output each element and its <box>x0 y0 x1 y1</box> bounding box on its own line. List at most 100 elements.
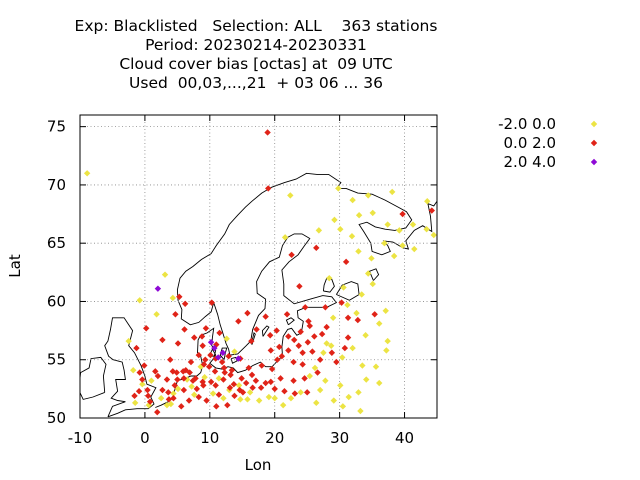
data-point-1-120 <box>202 356 209 363</box>
data-point-1-47 <box>218 358 226 366</box>
data-point-0-61 <box>130 367 137 374</box>
data-point-1-65 <box>301 375 308 382</box>
data-point-1-129 <box>198 333 206 340</box>
data-point-1-104 <box>212 382 219 389</box>
coastline-2 <box>155 172 437 408</box>
data-point-1-2 <box>428 207 436 214</box>
data-point-0-44 <box>345 393 352 401</box>
coastline-11 <box>368 268 380 281</box>
data-point-1-124 <box>135 387 143 395</box>
data-point-0-24 <box>355 248 362 255</box>
data-point-1-109 <box>299 349 306 356</box>
data-point-0-57 <box>136 297 143 304</box>
data-point-0-91 <box>231 348 238 355</box>
y-tick-label-4: 70 <box>47 176 66 194</box>
y-tick-label-5: 75 <box>47 118 66 136</box>
data-point-1-11 <box>371 311 378 318</box>
data-point-1-101 <box>170 394 177 402</box>
data-point-0-76 <box>235 382 243 389</box>
data-point-1-50 <box>245 364 252 372</box>
plot-frame <box>79 114 438 419</box>
data-point-1-105 <box>226 384 234 391</box>
legend: -2.0 0.00.0 2.02.0 4.0 <box>498 115 598 171</box>
data-point-1-41 <box>163 376 171 383</box>
data-point-1-90 <box>281 387 288 395</box>
data-point-1-136 <box>341 344 349 352</box>
data-point-0-20 <box>423 226 430 233</box>
data-point-0-54 <box>313 399 320 407</box>
data-point-1-80 <box>185 397 193 404</box>
data-point-0-40 <box>363 376 370 383</box>
data-point-1-71 <box>230 381 238 388</box>
data-point-1-111 <box>328 349 336 356</box>
data-point-1-39 <box>139 376 146 383</box>
data-point-1-4 <box>288 251 295 259</box>
data-point-1-23 <box>202 325 210 332</box>
data-point-1-16 <box>283 311 291 318</box>
data-point-0-45 <box>330 397 337 404</box>
data-point-1-96 <box>200 361 208 368</box>
data-point-0-53 <box>316 386 324 394</box>
data-point-1-52 <box>268 365 276 373</box>
data-point-0-25 <box>340 284 347 291</box>
data-point-1-125 <box>144 392 152 400</box>
data-point-0-90 <box>327 342 335 349</box>
x-tick-label-4: 30 <box>330 429 349 447</box>
y-tick-label-0: 50 <box>47 409 66 427</box>
data-point-0-27 <box>369 280 376 288</box>
data-point-1-98 <box>221 369 228 376</box>
data-point-1-130 <box>181 326 188 333</box>
data-point-2-0 <box>154 285 162 292</box>
data-point-1-103 <box>199 378 206 386</box>
x-tick-label-3: 20 <box>265 429 284 447</box>
data-point-1-35 <box>136 369 143 376</box>
data-point-2-2 <box>215 354 222 361</box>
data-point-0-15 <box>381 239 388 247</box>
coastline-0 <box>104 317 157 418</box>
data-point-1-0 <box>264 129 271 136</box>
data-point-1-131 <box>191 334 198 341</box>
series-0 <box>83 170 437 415</box>
x-tick-label-0: -10 <box>68 429 93 447</box>
data-point-1-137 <box>323 323 330 331</box>
x-axis-ticks: -10 0 10 20 30 40 <box>68 115 414 447</box>
data-point-0-81 <box>174 385 182 393</box>
data-point-2-4 <box>219 349 226 356</box>
data-point-1-56 <box>309 348 316 355</box>
data-point-1-58 <box>285 333 292 340</box>
data-point-1-73 <box>207 378 215 386</box>
data-point-1-54 <box>290 358 297 366</box>
data-point-0-85 <box>265 393 273 401</box>
data-point-0-13 <box>409 221 417 228</box>
title-line-3: Cloud cover bias [octas] at 09 UTC <box>119 55 393 73</box>
data-point-0-28 <box>364 270 372 277</box>
data-point-1-3 <box>399 210 406 218</box>
data-point-0-10 <box>337 226 344 233</box>
data-point-0-11 <box>384 221 391 228</box>
data-point-1-108 <box>285 347 292 354</box>
x-axis-label: Lon <box>245 456 272 474</box>
data-point-0-34 <box>382 307 389 314</box>
data-point-0-73 <box>215 375 223 382</box>
y-tick-label-3: 65 <box>47 234 66 252</box>
data-point-1-21 <box>181 300 189 307</box>
data-point-1-97 <box>212 355 219 362</box>
data-point-1-40 <box>152 368 159 375</box>
data-point-0-41 <box>376 379 383 387</box>
data-point-1-6 <box>342 258 350 266</box>
data-point-0-68 <box>170 390 177 397</box>
data-point-0-89 <box>383 347 390 354</box>
data-point-1-19 <box>208 299 215 306</box>
data-point-1-135 <box>169 368 177 375</box>
data-point-1-44 <box>192 375 199 382</box>
data-point-0-3 <box>364 192 372 199</box>
data-point-0-33 <box>376 320 383 327</box>
data-point-1-31 <box>159 336 166 344</box>
data-point-1-95 <box>193 385 201 393</box>
data-point-0-35 <box>362 332 369 339</box>
data-point-2-1 <box>207 339 215 346</box>
legend-label-1: 0.0 2.0 <box>504 134 556 152</box>
data-point-0-62 <box>139 381 146 388</box>
data-point-1-113 <box>333 358 340 366</box>
